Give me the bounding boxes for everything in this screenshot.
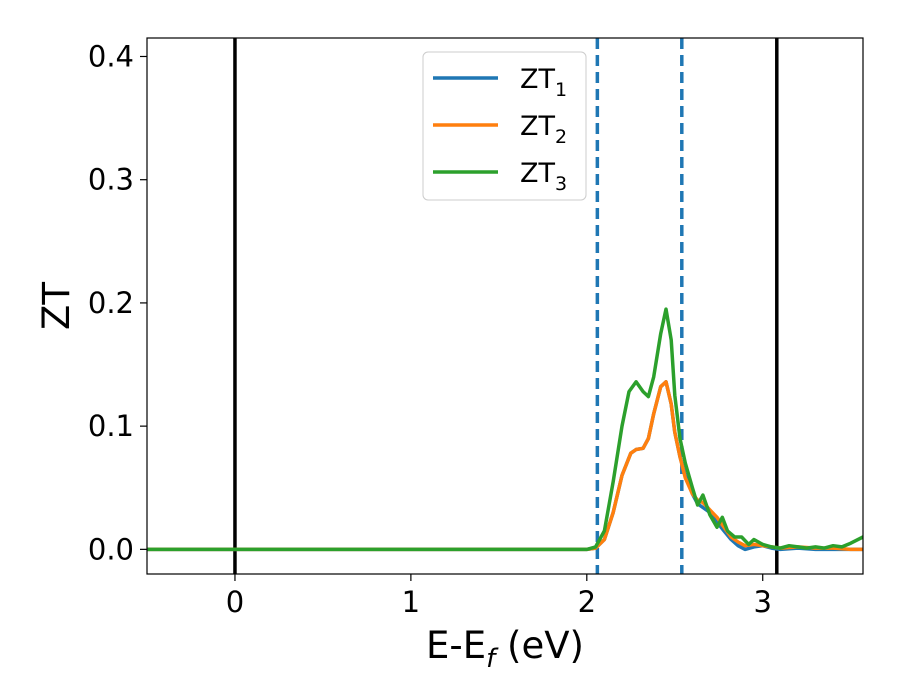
x-tick-label: 2 (578, 585, 596, 619)
x-axis-label: E-Ef (eV) (426, 624, 584, 674)
y-axis-label: ZT (35, 282, 78, 330)
series-line-zt3 (147, 307, 863, 552)
legend: ZT1 ZT2 ZT3 (422, 51, 587, 201)
x-tick-label: 3 (753, 585, 771, 619)
x-tick-label: 0 (226, 585, 244, 619)
legend-label-zt3: ZT3 (520, 158, 567, 195)
y-tick-label: 0.0 (88, 532, 134, 566)
y-tick-label: 0.3 (88, 163, 134, 197)
legend-label-zt2: ZT2 (520, 111, 567, 148)
y-tick-label: 0.2 (88, 286, 134, 320)
plot-frame (146, 37, 864, 575)
series-line-zt1 (147, 380, 863, 552)
series-lines (147, 307, 863, 552)
legend-label-zt1: ZT1 (520, 64, 567, 101)
y-axis-ticks: 0.0 0.1 0.2 0.3 0.4 (88, 39, 147, 566)
reference-lines (233, 38, 779, 574)
x-tick-label: 1 (402, 585, 420, 619)
y-tick-label: 0.1 (88, 409, 134, 443)
legend-box (422, 51, 587, 201)
y-tick-label: 0.4 (88, 39, 134, 73)
series-line-zt2 (147, 380, 863, 552)
x-axis-ticks: 0 1 2 3 (226, 574, 772, 619)
